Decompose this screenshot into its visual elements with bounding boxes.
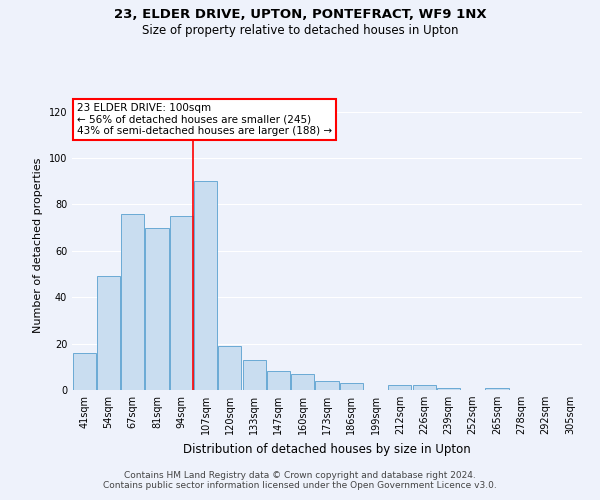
Text: Contains HM Land Registry data © Crown copyright and database right 2024.
Contai: Contains HM Land Registry data © Crown c… (103, 470, 497, 490)
Bar (413, 386, 436, 390)
Text: 23, ELDER DRIVE, UPTON, PONTEFRACT, WF9 1NX: 23, ELDER DRIVE, UPTON, PONTEFRACT, WF9 … (113, 8, 487, 20)
Bar (121, 214, 144, 390)
Bar (291, 374, 314, 390)
Text: Distribution of detached houses by size in Upton: Distribution of detached houses by size … (183, 442, 471, 456)
Text: Size of property relative to detached houses in Upton: Size of property relative to detached ho… (142, 24, 458, 37)
Bar (485, 388, 509, 390)
Bar (340, 383, 363, 390)
Bar (242, 360, 266, 390)
Bar (170, 216, 193, 390)
Y-axis label: Number of detached properties: Number of detached properties (33, 158, 43, 332)
Bar (97, 276, 120, 390)
Bar (218, 346, 241, 390)
Text: 23 ELDER DRIVE: 100sqm
← 56% of detached houses are smaller (245)
43% of semi-de: 23 ELDER DRIVE: 100sqm ← 56% of detached… (77, 103, 332, 136)
Bar (267, 372, 290, 390)
Bar (73, 353, 95, 390)
Bar (388, 386, 412, 390)
Bar (194, 181, 217, 390)
Bar (145, 228, 169, 390)
Bar (437, 388, 460, 390)
Bar (316, 380, 338, 390)
